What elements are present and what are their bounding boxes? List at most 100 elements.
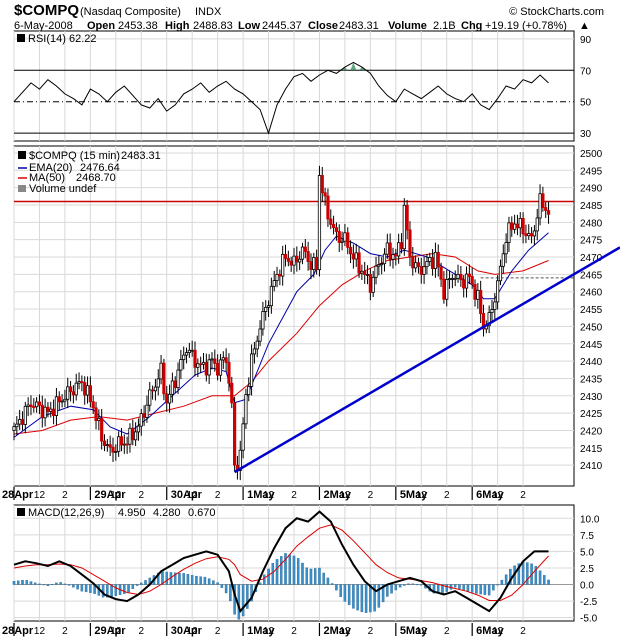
- candle-body: [479, 289, 483, 314]
- candle-body: [102, 440, 107, 446]
- chart-symbol: $COMPQ: [14, 2, 79, 19]
- candle-body: [501, 253, 505, 267]
- macd-histogram-bar: [275, 559, 279, 585]
- macd-histogram-bar: [229, 584, 232, 602]
- candle-body: [385, 242, 389, 255]
- candle-body: [546, 210, 551, 215]
- x-day-label: 30Apr: [171, 625, 203, 637]
- macd-signal-line: [13, 524, 549, 601]
- macd-histogram-bar: [123, 584, 126, 594]
- candle-body: [323, 192, 327, 197]
- copyright: © StockCharts.com: [509, 6, 604, 18]
- candle-body: [49, 408, 53, 412]
- candle-body: [326, 195, 330, 220]
- candle-body: [351, 253, 355, 260]
- macd-histogram-bar: [420, 584, 423, 586]
- candle-body: [57, 396, 61, 403]
- price-tick-label: 2410: [580, 461, 603, 472]
- macd-histogram-bar: [144, 580, 147, 585]
- price-tick-label: 2445: [580, 340, 603, 351]
- rsi-tick-label: 30: [580, 129, 592, 140]
- candle-body: [272, 280, 276, 287]
- candle-body: [54, 396, 59, 416]
- candle-body: [348, 246, 353, 255]
- candle-body: [184, 352, 189, 356]
- macd-histogram-bar: [483, 584, 487, 595]
- macd-histogram-bar: [195, 575, 198, 585]
- chg-up-arrow-icon: ▲: [579, 20, 590, 32]
- macd-histogram-bar: [16, 580, 20, 585]
- candle-body: [331, 224, 336, 228]
- macd-histogram-bar: [479, 584, 482, 595]
- x-day-label: 1May: [247, 489, 275, 501]
- macd-histogram-bar: [165, 571, 168, 585]
- candle-body: [450, 278, 454, 280]
- candle-body: [150, 389, 155, 392]
- macd-histogram-bar: [114, 584, 118, 596]
- macd-tick-label: 10.0: [580, 514, 600, 525]
- candle-body: [371, 276, 375, 293]
- macd-histogram-bar: [394, 584, 398, 591]
- macd-histogram-bar: [12, 581, 16, 585]
- macd-histogram-bar: [173, 572, 177, 585]
- candle-body: [91, 401, 95, 409]
- candle-body: [467, 273, 471, 277]
- candle-body: [162, 362, 166, 395]
- candle-body: [266, 305, 271, 308]
- macd-histogram-bar: [207, 578, 211, 585]
- macd-histogram-bar: [38, 583, 41, 585]
- ma50-line: [13, 253, 549, 435]
- candle-body: [201, 362, 206, 365]
- macd-histogram-bar: [212, 580, 215, 585]
- candle-body: [275, 273, 279, 281]
- macd-histogram-bar: [339, 584, 342, 598]
- high-label: High: [165, 20, 190, 32]
- price-tick-label: 2435: [580, 374, 603, 385]
- x-hour-label: 2: [215, 626, 221, 637]
- candle-body: [377, 264, 381, 267]
- macd-histogram-bar: [216, 582, 219, 585]
- candle-body: [77, 381, 81, 384]
- macd-histogram-bar: [458, 584, 461, 589]
- price-panel: 2410 2415 2420 2425 2430 2435 2440 2445 2450 2455…: [12, 145, 620, 487]
- x-day-label: 5May: [400, 625, 428, 637]
- candle-body: [481, 313, 486, 330]
- high-value: 2488.83: [193, 20, 233, 32]
- candle-body: [414, 262, 418, 269]
- candle-body: [20, 419, 25, 425]
- macd-histogram-bar: [72, 584, 75, 588]
- summary-date: 6-May-2008: [14, 20, 73, 32]
- x-day-label: 6May: [476, 489, 504, 501]
- macd-histogram-bar: [67, 584, 71, 586]
- candle-body: [122, 443, 126, 446]
- macd-histogram-bar: [33, 582, 37, 585]
- candle-body: [513, 223, 517, 230]
- candle-body: [114, 450, 118, 453]
- x-hour-label: 12: [339, 626, 351, 637]
- macd-histogram-bar: [25, 580, 28, 585]
- candle-body: [108, 444, 112, 448]
- candle-body: [346, 232, 350, 248]
- candle-body: [416, 262, 421, 267]
- candle-body: [374, 265, 378, 278]
- candle-body: [329, 218, 333, 225]
- candle-body: [453, 277, 457, 280]
- x-hour-label: 12: [416, 626, 428, 637]
- candle-body: [283, 253, 288, 259]
- x-hour-label: 12: [263, 626, 275, 637]
- price-tick-label: 2460: [580, 288, 603, 299]
- candle-body: [380, 263, 384, 266]
- macd-histogram-bar: [296, 558, 300, 585]
- candle-body: [145, 404, 149, 418]
- candle-body: [436, 251, 440, 268]
- candle-body: [29, 404, 33, 407]
- macd-histogram-bar: [55, 582, 58, 585]
- macd-histogram-bar: [263, 574, 266, 585]
- candle-body: [306, 251, 310, 262]
- rsi-legend-swatch: [17, 34, 25, 42]
- candle-body: [535, 217, 539, 232]
- rsi-legend: RSI(14) 62.22: [17, 33, 96, 45]
- macd-histogram-bar: [178, 572, 181, 585]
- rsi-legend-text: RSI(14) 62.22: [28, 33, 96, 45]
- macd-histogram-bar: [101, 584, 105, 598]
